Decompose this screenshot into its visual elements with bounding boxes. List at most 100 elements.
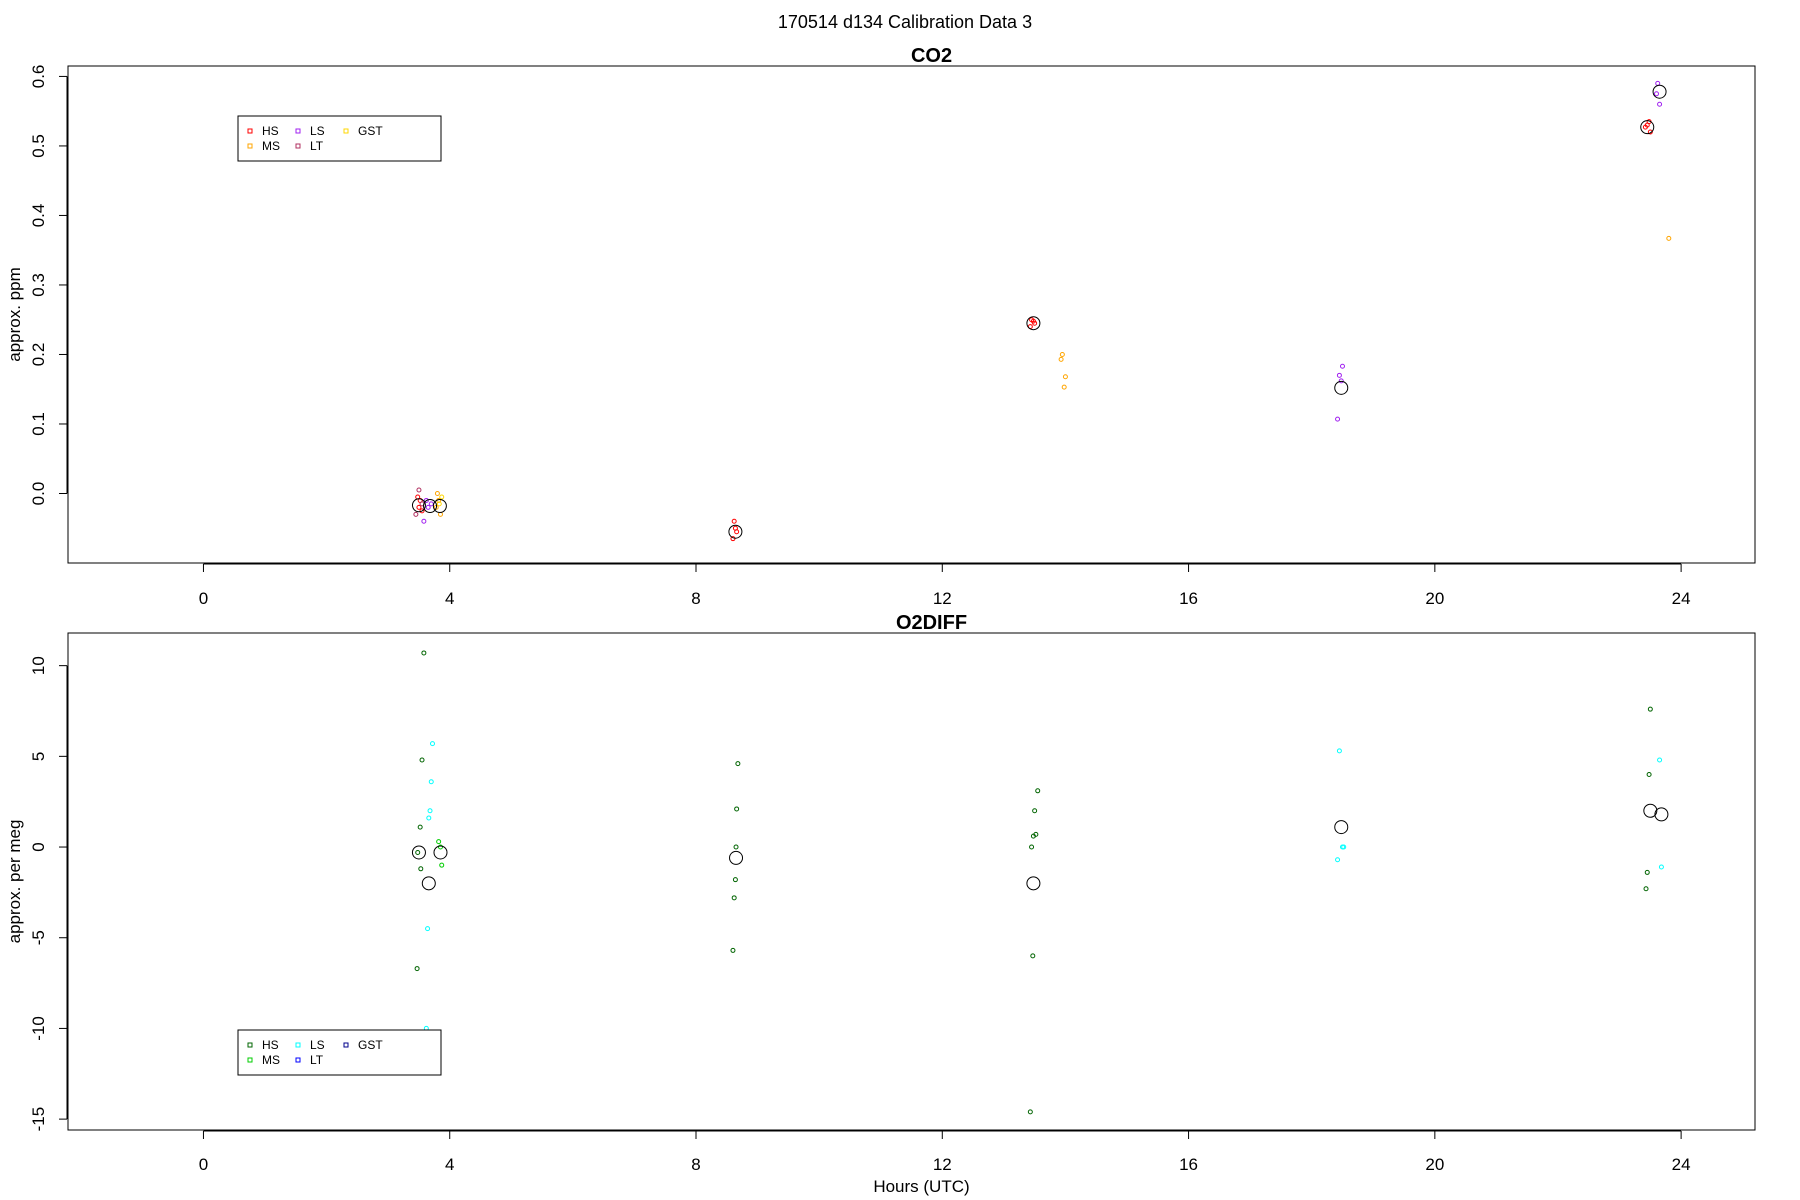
figure-main-title: 170514 d134 Calibration Data 3 bbox=[778, 12, 1032, 32]
data-point bbox=[427, 808, 433, 814]
data-point bbox=[421, 518, 427, 524]
series-gst bbox=[436, 494, 445, 507]
y-tick-label: -5 bbox=[29, 930, 48, 945]
legend-marker bbox=[295, 143, 301, 149]
x-tick-label: 8 bbox=[691, 589, 700, 608]
series-ms bbox=[433, 235, 1672, 517]
data-point bbox=[1657, 101, 1663, 107]
y-axis-label: approx. ppm bbox=[5, 267, 24, 362]
data-point bbox=[1030, 953, 1036, 959]
data-point bbox=[428, 501, 434, 507]
x-tick-label: 4 bbox=[445, 1155, 454, 1174]
y-tick-label: 10 bbox=[29, 656, 48, 675]
x-tick-label: 0 bbox=[199, 1155, 208, 1174]
co2-panel: CO2 0 4 8 12 16 20 24 0.0 0.1 0.2 0.3 0.4 0.5 0.6 appro… bbox=[5, 45, 1756, 608]
data-point bbox=[1062, 374, 1068, 380]
y-tick-label: -15 bbox=[29, 1107, 48, 1132]
mean-point bbox=[728, 524, 743, 539]
data-point bbox=[1653, 91, 1659, 97]
data-point bbox=[734, 806, 740, 812]
data-point bbox=[434, 490, 440, 496]
legend-marker bbox=[295, 128, 301, 134]
data-point bbox=[1027, 1109, 1033, 1115]
x-tick-label: 24 bbox=[1672, 1155, 1691, 1174]
mean-point bbox=[729, 850, 744, 865]
data-point bbox=[1647, 706, 1653, 712]
o2diff-panel: O2DIFF 0 4 8 12 16 20 24 -15 -10 -5 0 5 10 approx. per… bbox=[5, 612, 1756, 1196]
data-point bbox=[1341, 844, 1347, 850]
legend-label: LT bbox=[310, 139, 324, 153]
mean-point bbox=[1640, 120, 1655, 135]
mean-point bbox=[1334, 380, 1349, 395]
data-point bbox=[1646, 771, 1652, 777]
x-axis-label: Hours (UTC) bbox=[873, 1177, 969, 1196]
data-point bbox=[429, 741, 435, 747]
series-ms bbox=[436, 839, 445, 868]
chart-title: CO2 bbox=[911, 45, 952, 67]
data-point bbox=[439, 862, 445, 868]
mean-point bbox=[411, 498, 426, 513]
mean-point bbox=[1026, 876, 1041, 891]
y-tick-label: 5 bbox=[29, 752, 48, 761]
mean-point bbox=[421, 876, 436, 891]
data-point bbox=[731, 895, 737, 901]
legend-box bbox=[237, 115, 442, 162]
legend-label: LT bbox=[310, 1053, 324, 1067]
legend-marker bbox=[247, 128, 253, 134]
data-point bbox=[421, 650, 427, 656]
y-tick-label: 0.6 bbox=[29, 65, 48, 89]
legend-marker bbox=[247, 143, 253, 149]
legend-label: HS bbox=[262, 1038, 279, 1052]
x-tick-label: 12 bbox=[933, 589, 952, 608]
mean-point bbox=[411, 845, 426, 860]
data-point bbox=[1642, 124, 1648, 130]
data-point bbox=[1644, 869, 1650, 875]
legend-marker bbox=[247, 1042, 253, 1048]
series-hs bbox=[415, 119, 1653, 542]
legend-marker bbox=[343, 1042, 349, 1048]
mean-point bbox=[432, 499, 447, 514]
data-point bbox=[428, 779, 434, 785]
mean-point bbox=[423, 499, 438, 514]
series-ls bbox=[423, 741, 1664, 1031]
x-tick-label: 8 bbox=[691, 1155, 700, 1174]
x-tick-label: 24 bbox=[1672, 589, 1691, 608]
data-point bbox=[415, 849, 421, 855]
mean-point bbox=[1652, 84, 1667, 99]
data-point bbox=[439, 494, 445, 500]
legend-box bbox=[237, 1029, 442, 1076]
x-tick-label: 20 bbox=[1425, 589, 1444, 608]
data-point bbox=[1035, 788, 1041, 794]
mean-point bbox=[1643, 803, 1658, 818]
mean-point bbox=[1026, 316, 1041, 331]
plot-area bbox=[67, 65, 1756, 564]
mean-point bbox=[433, 845, 448, 860]
y-tick-label: 0.3 bbox=[29, 273, 48, 297]
legend-label: GST bbox=[358, 124, 383, 138]
y-tick-label: 0.0 bbox=[29, 482, 48, 506]
legend-marker bbox=[247, 1057, 253, 1063]
data-point bbox=[1339, 363, 1345, 369]
data-point bbox=[425, 504, 431, 510]
data-point bbox=[1647, 129, 1653, 135]
series-lt bbox=[413, 487, 425, 517]
data-point bbox=[1666, 235, 1672, 241]
data-point bbox=[1336, 372, 1342, 378]
x-tick-label: 16 bbox=[1179, 1155, 1198, 1174]
x-tick-label: 20 bbox=[1425, 1155, 1444, 1174]
data-point bbox=[1338, 378, 1344, 384]
mean-point bbox=[1654, 807, 1669, 822]
data-point bbox=[730, 947, 736, 953]
data-point bbox=[436, 839, 442, 845]
data-point bbox=[1658, 864, 1664, 870]
data-point bbox=[1059, 351, 1065, 357]
legend-marker bbox=[295, 1042, 301, 1048]
y-tick-label: 0.4 bbox=[29, 204, 48, 228]
legend-marker bbox=[343, 128, 349, 134]
data-point bbox=[733, 844, 739, 850]
data-point bbox=[1032, 808, 1038, 814]
data-point bbox=[437, 844, 443, 850]
data-point bbox=[418, 866, 424, 872]
y-tick-label: 0 bbox=[29, 842, 48, 851]
